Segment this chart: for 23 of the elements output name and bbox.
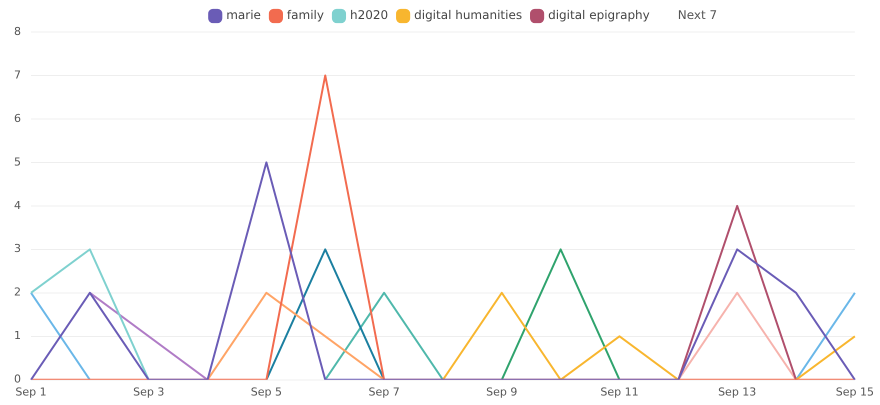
y-tick-label: 8 [14, 24, 21, 38]
x-tick-label: Sep 5 [250, 385, 282, 398]
x-tick-label: Sep 11 [600, 385, 639, 398]
legend-label: digital epigraphy [548, 8, 650, 22]
y-tick-label: 7 [14, 68, 21, 82]
y-tick-label: 2 [14, 286, 21, 299]
legend-label: digital humanities [414, 8, 522, 22]
legend-label: h2020 [350, 8, 388, 22]
x-tick-label: Sep 13 [718, 385, 756, 398]
y-tick-label: 3 [14, 242, 21, 256]
x-tick-label: Sep 9 [486, 385, 518, 398]
y-tick-label: 5 [14, 155, 21, 168]
y-tick-label: 1 [14, 329, 21, 342]
x-tick-label: Sep 7 [368, 385, 400, 398]
x-tick-label: Sep 1 [15, 385, 47, 398]
legend-label: marie [226, 8, 261, 22]
legend-label: family [286, 8, 324, 22]
text: Next 7 [678, 8, 718, 22]
x-tick-label: Sep 15 [836, 385, 874, 398]
x-tick-label: Sep 3 [133, 385, 164, 398]
y-tick-label: 0 [14, 372, 21, 386]
y-tick-label: 4 [14, 198, 21, 212]
y-tick-label: 6 [14, 112, 21, 125]
